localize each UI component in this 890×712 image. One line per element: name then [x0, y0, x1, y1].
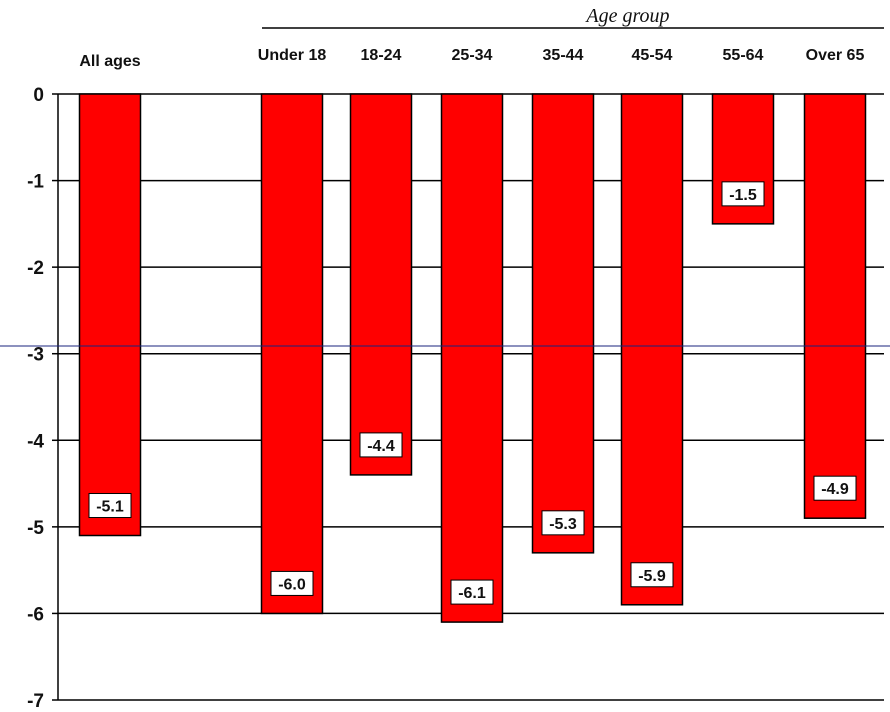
category-label: 18-24 [361, 47, 402, 64]
bar [531, 93, 595, 554]
y-tick-label: -1 [27, 172, 44, 193]
data-label: -4.4 [367, 438, 395, 455]
data-label-box [270, 570, 314, 596]
data-label: -1.5 [729, 187, 757, 204]
category-label: 45-54 [632, 47, 673, 64]
bar [440, 93, 504, 623]
y-tick-label: -2 [27, 258, 44, 279]
category-label: 25-34 [452, 47, 493, 64]
data-label-box [813, 475, 857, 501]
y-tick-label: -4 [27, 431, 44, 452]
data-label: -6.1 [458, 585, 486, 602]
data-label: -6.0 [278, 576, 306, 593]
data-label: -5.9 [638, 568, 666, 585]
bar [803, 93, 867, 519]
group-label: Age group [584, 5, 669, 27]
data-label: -5.1 [96, 499, 124, 516]
category-label: 35-44 [543, 47, 584, 64]
bar [78, 93, 142, 537]
bar [260, 93, 324, 615]
data-label-box [721, 181, 765, 207]
y-tick-label: -7 [27, 691, 44, 712]
data-label-box [359, 432, 403, 458]
category-label: 55-64 [723, 47, 764, 64]
bars [78, 93, 867, 623]
data-label-box [450, 579, 494, 605]
y-tick-label: 0 [33, 85, 44, 106]
bar [620, 93, 684, 606]
y-tick-label: -3 [27, 345, 44, 366]
data-label-box [541, 510, 585, 536]
y-tick-label: -5 [27, 518, 44, 539]
data-label: -4.9 [821, 481, 849, 498]
labels: 0 -1 -2 -3 -4 -5 -6 -7 -5.1 All ages -6.0 Under 18 -… [27, 5, 864, 712]
data-label: -5.3 [549, 516, 577, 533]
bar [349, 93, 413, 476]
data-label-box [630, 562, 674, 588]
category-label: All ages [79, 53, 140, 70]
axes [52, 27, 884, 701]
category-label: Under 18 [258, 47, 327, 64]
data-label-box [88, 493, 132, 519]
y-tick-label: -6 [27, 604, 44, 625]
category-label: Over 65 [806, 47, 865, 64]
